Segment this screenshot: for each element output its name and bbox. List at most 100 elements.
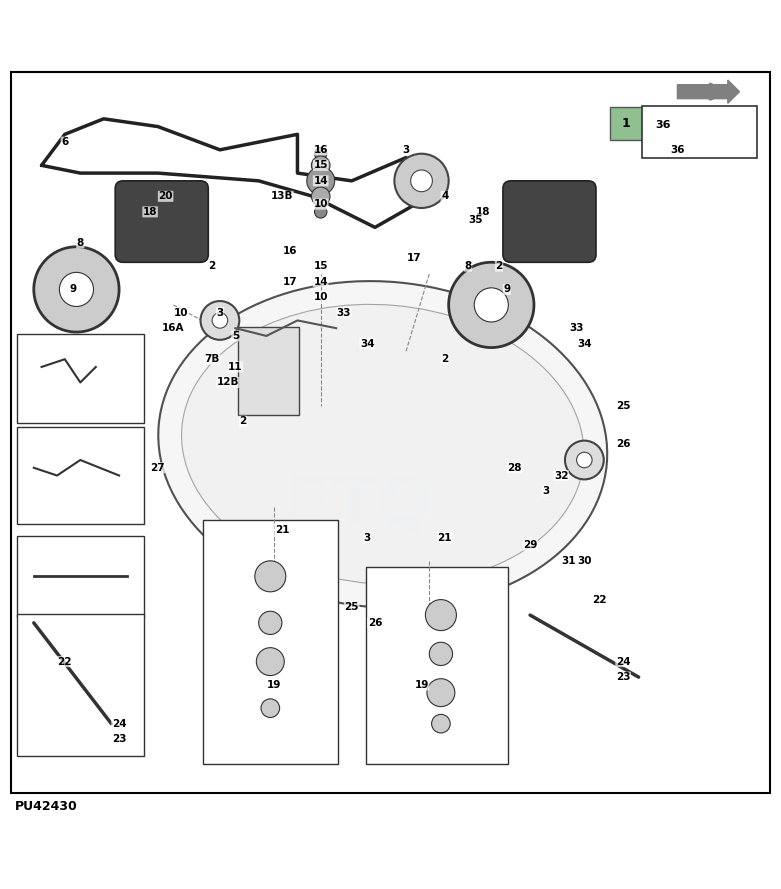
FancyArrow shape — [677, 80, 740, 103]
FancyBboxPatch shape — [10, 72, 771, 794]
FancyBboxPatch shape — [16, 536, 144, 617]
Ellipse shape — [159, 281, 607, 608]
Text: 36: 36 — [670, 145, 685, 155]
FancyBboxPatch shape — [366, 567, 508, 764]
Text: 33: 33 — [337, 308, 351, 317]
Text: 33: 33 — [569, 324, 584, 333]
Text: 18: 18 — [143, 207, 157, 217]
Circle shape — [256, 648, 284, 676]
Circle shape — [474, 288, 508, 322]
Text: 27: 27 — [151, 463, 165, 473]
Text: 16A: 16A — [162, 324, 184, 333]
Text: 35: 35 — [469, 214, 483, 225]
Circle shape — [565, 441, 604, 479]
Text: 34: 34 — [577, 339, 592, 348]
Text: 32: 32 — [554, 470, 569, 481]
Text: 10: 10 — [313, 199, 328, 209]
FancyBboxPatch shape — [503, 180, 596, 262]
Text: 28: 28 — [508, 463, 522, 473]
Text: 4: 4 — [441, 191, 448, 201]
Text: 7B: 7B — [205, 354, 219, 364]
Text: 30: 30 — [577, 556, 592, 565]
Text: 16: 16 — [283, 245, 297, 256]
Circle shape — [59, 272, 94, 307]
Text: 10: 10 — [174, 308, 188, 317]
Circle shape — [430, 642, 452, 666]
FancyBboxPatch shape — [16, 613, 144, 757]
Text: 19: 19 — [267, 680, 281, 690]
Text: 25: 25 — [616, 401, 630, 411]
Text: 12B: 12B — [216, 378, 239, 388]
Text: PU42430: PU42430 — [14, 800, 77, 813]
Text: 8: 8 — [465, 261, 472, 271]
Text: 2: 2 — [209, 261, 216, 271]
Circle shape — [212, 313, 227, 328]
Text: 14: 14 — [313, 276, 328, 286]
Ellipse shape — [181, 304, 584, 585]
Circle shape — [315, 205, 327, 218]
Circle shape — [34, 247, 119, 332]
Text: 16: 16 — [313, 145, 328, 155]
Text: 26: 26 — [368, 618, 382, 628]
Text: 24: 24 — [616, 657, 630, 667]
Text: 17: 17 — [283, 276, 297, 286]
Text: 3: 3 — [542, 486, 549, 496]
Circle shape — [255, 561, 286, 592]
Circle shape — [259, 612, 282, 635]
Text: 3: 3 — [402, 145, 409, 155]
Text: 34: 34 — [360, 339, 375, 348]
Text: 2: 2 — [441, 354, 448, 364]
Text: 8: 8 — [77, 238, 84, 248]
Text: 1: 1 — [622, 117, 630, 130]
Circle shape — [426, 599, 456, 630]
Circle shape — [312, 187, 330, 205]
Text: 17: 17 — [406, 253, 421, 263]
Text: 14: 14 — [313, 176, 328, 186]
Text: 21: 21 — [275, 525, 289, 535]
Text: 11: 11 — [228, 362, 243, 372]
Text: 23: 23 — [112, 734, 127, 744]
Text: 22: 22 — [58, 657, 72, 667]
Text: 36: 36 — [655, 120, 670, 130]
Text: 13B: 13B — [271, 191, 293, 201]
Text: ETQ: ETQ — [286, 474, 433, 540]
Text: 20: 20 — [159, 191, 173, 201]
Text: 9: 9 — [503, 284, 510, 294]
Text: 9: 9 — [69, 284, 76, 294]
Circle shape — [312, 156, 330, 174]
Text: 19: 19 — [415, 680, 429, 690]
Text: 6: 6 — [61, 137, 69, 147]
Circle shape — [307, 167, 335, 195]
Text: 21: 21 — [437, 533, 452, 542]
Circle shape — [201, 301, 239, 340]
FancyBboxPatch shape — [203, 520, 337, 764]
Text: 15: 15 — [313, 261, 328, 271]
Circle shape — [432, 715, 450, 733]
Circle shape — [261, 699, 280, 717]
Text: 18: 18 — [476, 207, 490, 217]
Text: 22: 22 — [593, 595, 607, 605]
Text: 2: 2 — [495, 261, 503, 271]
Circle shape — [427, 678, 455, 707]
Text: 3: 3 — [216, 308, 223, 317]
Text: 25: 25 — [344, 603, 359, 613]
FancyBboxPatch shape — [116, 180, 209, 262]
Text: 29: 29 — [523, 541, 537, 550]
FancyBboxPatch shape — [642, 107, 758, 157]
Text: 5: 5 — [232, 331, 239, 341]
Circle shape — [411, 170, 433, 192]
FancyBboxPatch shape — [16, 428, 144, 524]
Text: 26: 26 — [616, 439, 630, 450]
FancyBboxPatch shape — [16, 334, 144, 423]
Circle shape — [576, 453, 592, 468]
Circle shape — [394, 154, 448, 208]
FancyBboxPatch shape — [237, 326, 299, 415]
Text: 31: 31 — [562, 556, 576, 565]
Text: 23: 23 — [616, 672, 630, 682]
Text: 2: 2 — [240, 416, 247, 426]
Text: 10: 10 — [313, 292, 328, 302]
FancyBboxPatch shape — [610, 108, 643, 140]
Text: 3: 3 — [364, 533, 371, 542]
Circle shape — [448, 262, 534, 348]
Text: 15: 15 — [313, 160, 328, 171]
